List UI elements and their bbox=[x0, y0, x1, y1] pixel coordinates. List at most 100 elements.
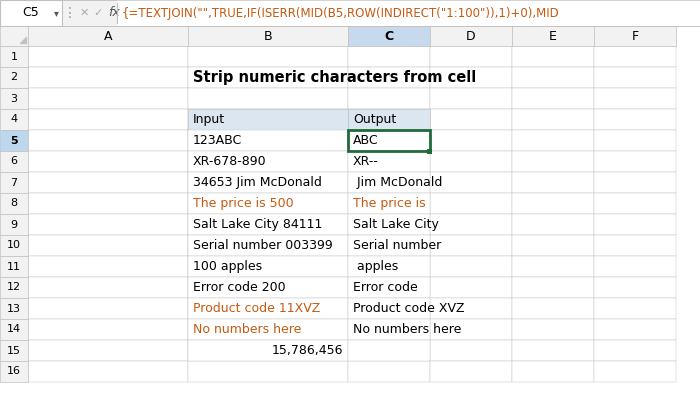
Bar bbox=[594, 88, 676, 109]
Text: Serial number 003399: Serial number 003399 bbox=[193, 239, 332, 252]
Bar bbox=[28, 193, 188, 214]
Bar bbox=[28, 298, 188, 319]
Text: 6: 6 bbox=[10, 156, 18, 166]
Bar bbox=[512, 256, 594, 277]
Bar bbox=[188, 214, 348, 235]
Bar bbox=[0, 0, 62, 26]
Bar bbox=[348, 130, 430, 151]
Bar bbox=[512, 88, 594, 109]
Bar bbox=[594, 214, 676, 235]
Bar bbox=[348, 361, 430, 382]
Bar bbox=[28, 109, 188, 130]
Bar bbox=[188, 172, 348, 193]
Text: ✓: ✓ bbox=[93, 8, 103, 18]
Bar bbox=[430, 109, 512, 130]
Bar bbox=[188, 256, 348, 277]
Bar bbox=[430, 67, 512, 88]
Text: 7: 7 bbox=[10, 178, 18, 188]
Text: ABC: ABC bbox=[353, 134, 379, 147]
Text: 8: 8 bbox=[10, 198, 18, 208]
Text: Jim McDonald: Jim McDonald bbox=[353, 176, 442, 189]
Polygon shape bbox=[20, 37, 26, 43]
Text: F: F bbox=[631, 30, 638, 42]
Bar bbox=[512, 214, 594, 235]
Bar bbox=[188, 109, 348, 130]
Text: ⋮: ⋮ bbox=[63, 6, 77, 20]
Text: 12: 12 bbox=[7, 282, 21, 292]
Text: Error code 200: Error code 200 bbox=[193, 281, 286, 294]
Bar bbox=[188, 130, 348, 151]
Bar bbox=[512, 172, 594, 193]
Bar bbox=[0, 0, 700, 26]
Bar bbox=[430, 361, 512, 382]
Bar bbox=[348, 256, 430, 277]
Bar bbox=[188, 46, 348, 67]
Text: C5: C5 bbox=[22, 6, 39, 20]
Bar bbox=[188, 67, 348, 88]
Bar bbox=[430, 193, 512, 214]
Text: 1: 1 bbox=[10, 52, 18, 62]
Bar bbox=[0, 151, 28, 172]
Bar bbox=[348, 256, 430, 277]
Bar bbox=[512, 298, 594, 319]
Text: apples: apples bbox=[353, 260, 398, 273]
Bar bbox=[0, 340, 28, 361]
Bar bbox=[430, 46, 512, 67]
Text: Input: Input bbox=[193, 113, 225, 126]
Bar bbox=[594, 151, 676, 172]
Bar bbox=[348, 151, 430, 172]
Bar bbox=[28, 46, 188, 67]
Text: fx: fx bbox=[108, 6, 120, 20]
Bar bbox=[0, 256, 28, 277]
Bar bbox=[28, 67, 188, 88]
Bar bbox=[188, 319, 348, 340]
Bar bbox=[430, 214, 512, 235]
Bar bbox=[188, 277, 348, 298]
Text: No numbers here: No numbers here bbox=[353, 323, 461, 336]
Bar bbox=[430, 151, 512, 172]
Bar bbox=[188, 151, 348, 172]
Bar bbox=[594, 340, 676, 361]
Text: C: C bbox=[384, 30, 393, 42]
Bar bbox=[594, 235, 676, 256]
Bar bbox=[0, 0, 700, 26]
Bar bbox=[430, 319, 512, 340]
Text: Salt Lake City 84111: Salt Lake City 84111 bbox=[193, 218, 323, 231]
Bar bbox=[0, 172, 28, 193]
Bar bbox=[348, 340, 430, 361]
Bar bbox=[430, 172, 512, 193]
Bar bbox=[430, 277, 512, 298]
Bar bbox=[430, 235, 512, 256]
Text: Product code XVZ: Product code XVZ bbox=[353, 302, 465, 315]
Text: Strip numeric characters from cell: Strip numeric characters from cell bbox=[193, 70, 476, 85]
Text: XR-678-890: XR-678-890 bbox=[193, 155, 267, 168]
Bar bbox=[0, 130, 28, 151]
Bar bbox=[348, 130, 430, 151]
Bar bbox=[28, 88, 188, 109]
Text: The price is 500: The price is 500 bbox=[193, 197, 293, 210]
Bar bbox=[594, 193, 676, 214]
Bar bbox=[594, 256, 676, 277]
Text: 13: 13 bbox=[7, 304, 21, 314]
Text: Serial number: Serial number bbox=[353, 239, 441, 252]
Bar bbox=[512, 277, 594, 298]
Bar bbox=[0, 109, 28, 130]
Text: 15: 15 bbox=[7, 346, 21, 356]
Bar bbox=[594, 361, 676, 382]
Bar bbox=[188, 26, 348, 46]
Bar bbox=[348, 277, 430, 298]
Bar bbox=[348, 193, 430, 214]
Bar bbox=[188, 277, 348, 298]
Bar bbox=[348, 298, 430, 319]
Text: Error code: Error code bbox=[353, 281, 418, 294]
Bar bbox=[512, 340, 594, 361]
Bar bbox=[594, 277, 676, 298]
Bar bbox=[0, 26, 28, 46]
Text: No numbers here: No numbers here bbox=[193, 323, 302, 336]
Bar bbox=[348, 172, 430, 193]
Bar bbox=[188, 88, 348, 109]
Bar bbox=[512, 361, 594, 382]
Bar bbox=[430, 340, 512, 361]
Bar bbox=[348, 340, 430, 361]
Bar bbox=[348, 319, 430, 340]
